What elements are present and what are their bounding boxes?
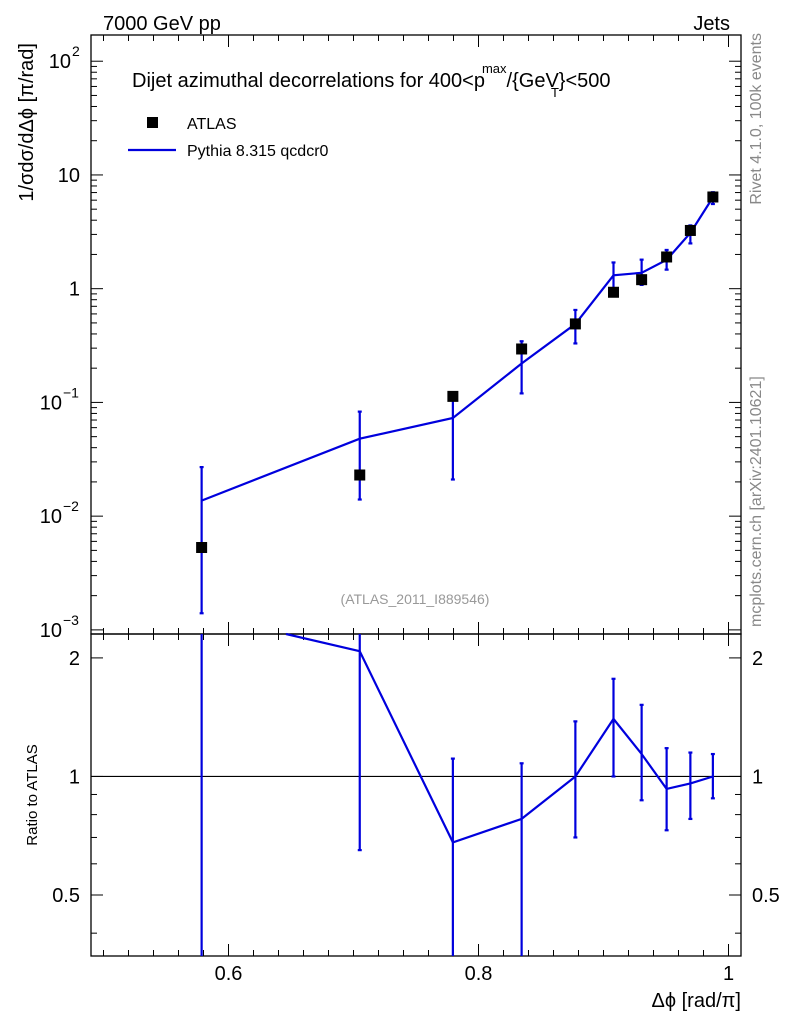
mc-error-bar: [199, 465, 204, 615]
main-y-tick-label-base: 10: [40, 392, 62, 414]
ratio-y-tick-label-left: 1: [69, 766, 80, 788]
ratio-error-bar: [688, 751, 693, 821]
main-title-subscript: T: [551, 85, 559, 100]
x-axis-label: Δϕ [rad/π]: [652, 990, 742, 1012]
atlas-data-point: [707, 191, 719, 203]
ratio-error-bar: [573, 720, 578, 839]
ratio-series-line: [285, 632, 714, 844]
ratio-frame: [90, 633, 742, 957]
header-right: Jets: [693, 13, 730, 35]
ratio-error-bar: [519, 762, 524, 956]
ratio-y-axis-label: Ratio to ATLAS: [24, 744, 41, 845]
atlas-data-point: [354, 469, 366, 481]
mc-series-line: [201, 196, 714, 502]
x-tick-label: 1: [723, 963, 734, 985]
main-axis-ticks: [91, 35, 741, 634]
atlas-data-point: [447, 390, 459, 402]
atlas-data-points: [196, 191, 719, 554]
main-y-tick-label-exponent: −2: [63, 498, 79, 514]
ratio-panel: 0.5 0.5 1 1 2 2 0.6 0.8 1 Ratio to ATLAS Δϕ [ra…: [24, 632, 780, 1012]
main-y-tick-label-base: 10: [40, 506, 62, 528]
main-y-tick-label: 10 2: [49, 43, 80, 73]
main-y-tick-label-base: 10: [40, 620, 62, 642]
ratio-error-bar: [611, 677, 616, 778]
legend-mc-label: Pythia 8.315 qcdcr0: [187, 143, 329, 160]
ratio-y-tick-labels: 0.5 0.5 1 1 2 2: [52, 648, 780, 907]
atlas-data-point: [516, 343, 528, 355]
main-y-axis-label: 1/σdσ/dΔϕ [π/rad]: [16, 43, 38, 202]
main-y-tick-label-base: 10: [58, 165, 80, 187]
header-left: 7000 GeV pp: [103, 13, 221, 35]
atlas-data-point: [661, 251, 673, 263]
main-y-tick-label-base: 10: [49, 51, 71, 73]
ratio-error-bar: [710, 752, 715, 800]
ratio-error-bars: [200, 634, 715, 956]
side-label-bottom: mcplots.cern.ch [arXiv:2401.10621]: [748, 376, 765, 627]
side-label-top: Rivet 4.1.0, 100k events: [748, 33, 765, 205]
watermark: (ATLAS_2011_I889546): [341, 591, 490, 607]
legend: ATLAS Pythia 8.315 qcdcr0: [128, 116, 329, 160]
ratio-y-tick-label-left: 0.5: [52, 885, 80, 907]
ratio-y-tick-label-right: 0.5: [752, 885, 780, 907]
main-title: Dijet azimuthal decorrelations for 400<p…: [132, 61, 611, 92]
mc-error-bar: [357, 410, 362, 501]
main-y-tick-label: 10: [58, 165, 80, 187]
main-y-tick-label-exponent: −1: [63, 384, 79, 400]
atlas-data-point: [608, 286, 619, 298]
ratio-error-bar: [357, 634, 362, 852]
main-y-tick-label: 10 −3: [40, 612, 79, 642]
atlas-data-point: [684, 224, 696, 236]
x-tick-label: 0.6: [215, 963, 243, 985]
main-y-tick-label: 10 −1: [40, 384, 79, 414]
main-y-tick-label: 10−2: [40, 498, 79, 528]
main-y-tick-label: 1: [69, 279, 80, 301]
ratio-y-tick-label-left: 2: [69, 648, 80, 670]
main-y-tick-label-exponent: 2: [72, 43, 80, 59]
ratio-y-tick-label-right: 2: [752, 648, 763, 670]
ratio-y-tick-label-right: 1: [752, 766, 763, 788]
mc-error-bar: [450, 392, 455, 481]
main-y-tick-label-exponent: −3: [63, 612, 79, 628]
legend-atlas-marker: [147, 117, 158, 128]
mc-error-bars: [199, 191, 715, 615]
atlas-data-point: [636, 274, 648, 286]
ratio-axis-ticks: [91, 634, 741, 956]
x-tick-labels: 0.6 0.8 1: [215, 963, 734, 985]
main-y-tick-label-base: 1: [69, 279, 80, 301]
atlas-data-point: [196, 542, 208, 554]
x-tick-label: 0.8: [465, 963, 493, 985]
ratio-error-bar: [450, 757, 455, 956]
atlas-data-point: [569, 318, 581, 330]
legend-atlas-label: ATLAS: [187, 116, 237, 133]
